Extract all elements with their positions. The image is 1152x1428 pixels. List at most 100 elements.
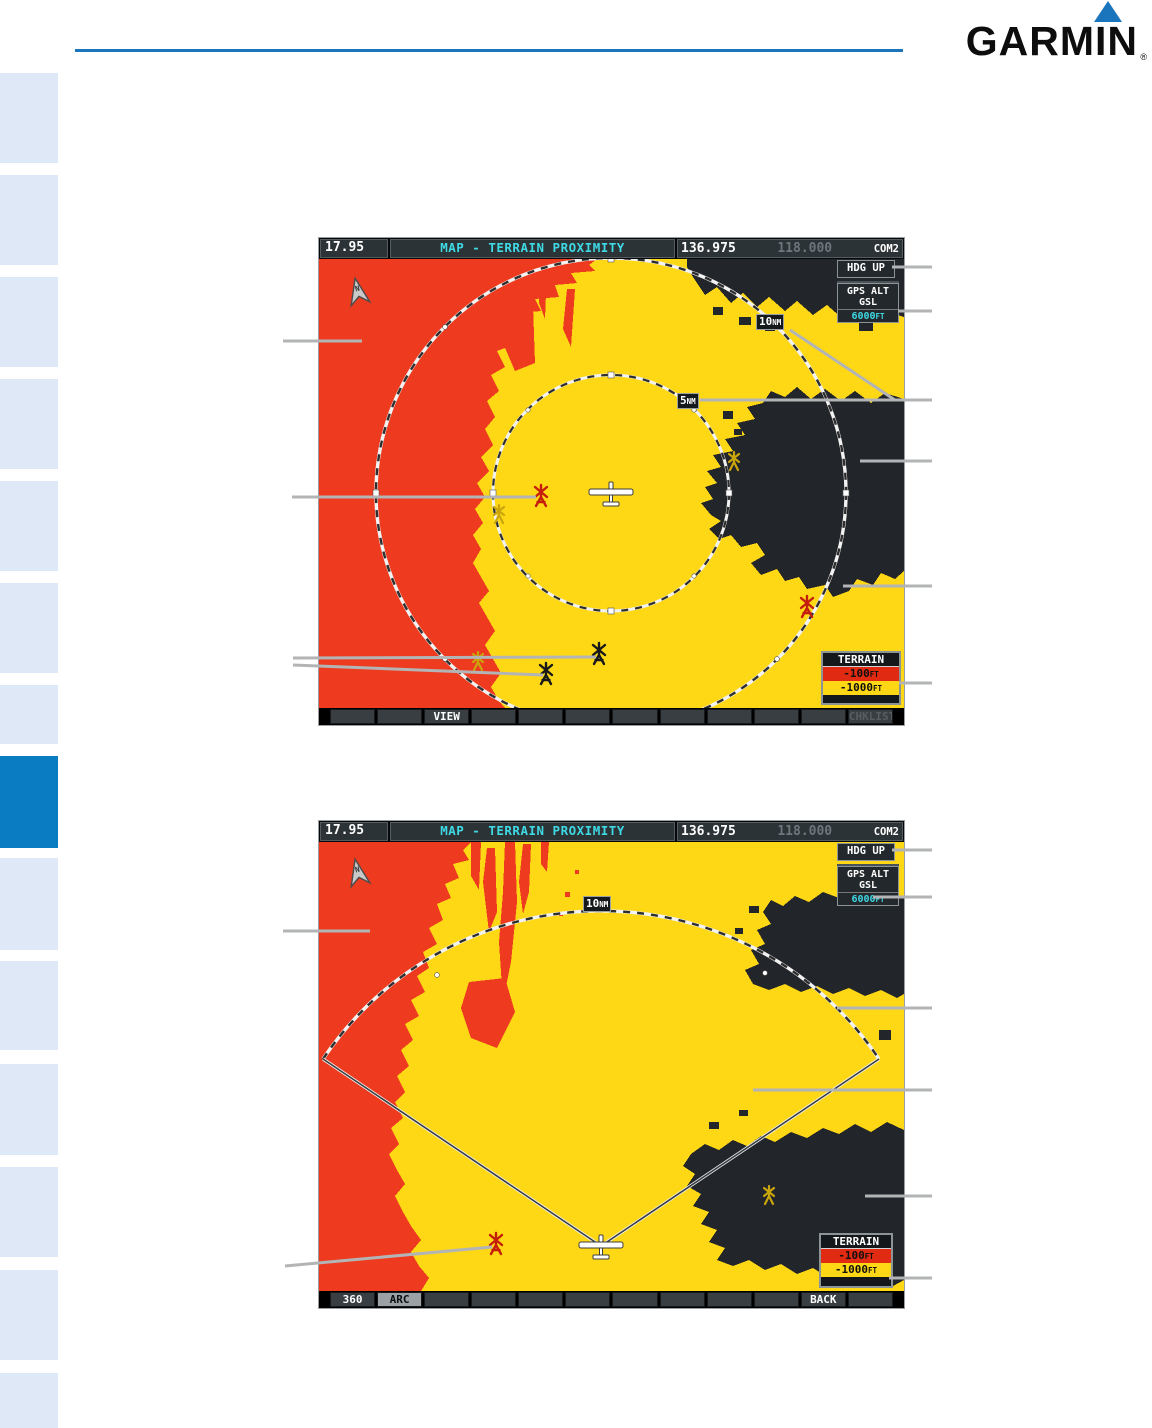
softkey[interactable] bbox=[706, 1292, 752, 1307]
com-label: COM2 bbox=[873, 825, 899, 838]
terrain-legend-title: TERRAIN bbox=[823, 653, 899, 667]
softkey[interactable] bbox=[330, 709, 376, 724]
obstacle-icon bbox=[492, 503, 506, 525]
terrain-legend-red-row: -100FT bbox=[823, 667, 899, 681]
garmin-logo: GARMIN ® bbox=[918, 1, 1148, 64]
ownship-aircraft-icon bbox=[578, 1234, 624, 1260]
terrain-legend-yellow-row: -1000FT bbox=[823, 681, 899, 695]
range-label-10nm: 10NM bbox=[583, 896, 612, 912]
softkey-chklist[interactable]: CHKLIST bbox=[847, 709, 893, 724]
softkey[interactable] bbox=[612, 1292, 658, 1307]
com-standby: 118.000 bbox=[777, 240, 833, 256]
obstacle-icon bbox=[727, 450, 741, 472]
gps-altitude-box: GPS ALT GSL 6000FT bbox=[837, 283, 899, 323]
mfd-title-bar: 17.95 MAP - TERRAIN PROXIMITY 136.975 11… bbox=[319, 821, 904, 842]
sidebar-tab[interactable] bbox=[0, 961, 58, 1050]
orientation-box: HDG UP bbox=[837, 843, 895, 861]
terrain-proximity-360-screenshot: 17.95 MAP - TERRAIN PROXIMITY 136.975 11… bbox=[318, 237, 905, 726]
softkey[interactable] bbox=[377, 709, 423, 724]
softkey-view[interactable]: VIEW bbox=[424, 709, 470, 724]
softkey[interactable] bbox=[753, 1292, 799, 1307]
terrain-legend: TERRAIN -100FT -1000FT bbox=[819, 1233, 893, 1288]
sidebar-tab[interactable] bbox=[0, 277, 58, 367]
com-frequencies: 136.975 118.000 COM2 bbox=[677, 239, 903, 258]
sidebar-tab[interactable] bbox=[0, 481, 58, 571]
sidebar-tab[interactable] bbox=[0, 1064, 58, 1155]
header-rule bbox=[75, 49, 903, 52]
com-frequencies: 136.975 118.000 COM2 bbox=[677, 822, 903, 841]
gps-alt-unit: FT bbox=[875, 312, 885, 321]
page-title: MAP - TERRAIN PROXIMITY bbox=[390, 239, 675, 258]
north-arrow-icon: N bbox=[350, 276, 372, 309]
north-label: N bbox=[354, 865, 361, 875]
range-label-5nm: 5NM bbox=[677, 393, 699, 409]
terrain-graphics: N bbox=[319, 842, 904, 1291]
softkey[interactable] bbox=[518, 709, 564, 724]
sidebar-tab[interactable] bbox=[0, 73, 58, 163]
range-label-10nm: 10NM bbox=[756, 314, 785, 330]
terrain-legend-black-row bbox=[823, 695, 899, 705]
terrain-proximity-arc-screenshot: 17.95 MAP - TERRAIN PROXIMITY 136.975 11… bbox=[318, 820, 905, 1309]
sidebar-tab[interactable] bbox=[0, 858, 58, 950]
gps-altitude-box: GPS ALT GSL 6000FT bbox=[837, 866, 899, 906]
terrain-graphics: N bbox=[319, 259, 904, 708]
north-label: N bbox=[354, 284, 361, 294]
obstacle-icon bbox=[533, 483, 549, 508]
gsl-label: GSL bbox=[858, 880, 878, 891]
arc-markers bbox=[434, 970, 768, 978]
softkey[interactable] bbox=[753, 709, 799, 724]
softkey[interactable] bbox=[471, 1292, 517, 1307]
softkey[interactable] bbox=[565, 1292, 611, 1307]
orientation-box: HDG UP bbox=[837, 260, 895, 278]
nav-frequency: 17.95 bbox=[320, 822, 388, 841]
terrain-red-region bbox=[319, 259, 597, 708]
gps-alt-value: 6000 bbox=[851, 311, 876, 322]
sidebar-tab[interactable] bbox=[0, 1373, 58, 1428]
softkey[interactable] bbox=[800, 709, 846, 724]
obstacle-symbols bbox=[488, 1184, 776, 1256]
gps-alt-value: 6000 bbox=[851, 894, 876, 905]
softkey-bar: VIEW CHKLIST bbox=[319, 708, 904, 725]
terrain-legend: TERRAIN -100FT -1000FT bbox=[821, 651, 901, 705]
softkey-arc[interactable]: ARC bbox=[377, 1292, 423, 1307]
softkey[interactable] bbox=[659, 1292, 705, 1307]
softkey[interactable] bbox=[706, 709, 752, 724]
softkey[interactable] bbox=[424, 1292, 470, 1307]
obstacle-icon bbox=[538, 661, 554, 686]
ownship-aircraft-icon bbox=[588, 481, 634, 507]
com-active: 136.975 bbox=[681, 240, 736, 256]
softkey[interactable] bbox=[565, 709, 611, 724]
softkey[interactable] bbox=[659, 709, 705, 724]
terrain-legend-yellow-row: -1000FT bbox=[821, 1263, 891, 1277]
obstacle-icon bbox=[799, 594, 815, 619]
nav-frequency: 17.95 bbox=[320, 239, 388, 258]
terrain-map-arc: N HDG UP GPS ALT GSL 6000FT 10 bbox=[319, 842, 904, 1291]
softkey[interactable] bbox=[518, 1292, 564, 1307]
softkey[interactable] bbox=[471, 709, 517, 724]
sidebar-tab-active[interactable] bbox=[0, 756, 58, 848]
obstacle-icon bbox=[488, 1231, 504, 1256]
terrain-legend-title: TERRAIN bbox=[821, 1235, 891, 1249]
terrain-black-east bbox=[701, 387, 904, 597]
garmin-logo-text: GARMIN bbox=[965, 18, 1138, 64]
com-standby: 118.000 bbox=[777, 823, 833, 839]
softkey[interactable] bbox=[612, 709, 658, 724]
sidebar-tab[interactable] bbox=[0, 175, 58, 265]
obstacle-symbols bbox=[471, 450, 815, 686]
softkey-bar: 360 ARC BACK bbox=[319, 1291, 904, 1308]
sidebar-tab[interactable] bbox=[0, 1167, 58, 1257]
sidebar-tab[interactable] bbox=[0, 583, 58, 673]
softkey-back[interactable]: BACK bbox=[800, 1292, 846, 1307]
terrain-legend-black-row bbox=[821, 1277, 891, 1287]
garmin-triangle-icon bbox=[1094, 1, 1122, 22]
terrain-legend-red-row: -100FT bbox=[821, 1249, 891, 1263]
softkey-360[interactable]: 360 bbox=[330, 1292, 376, 1307]
sidebar-tab[interactable] bbox=[0, 379, 58, 469]
softkey[interactable] bbox=[847, 1292, 893, 1307]
gps-alt-label: GPS ALT bbox=[846, 286, 890, 297]
gsl-label: GSL bbox=[858, 297, 878, 308]
page-title: MAP - TERRAIN PROXIMITY bbox=[390, 822, 675, 841]
sidebar-tab[interactable] bbox=[0, 1270, 58, 1360]
sidebar-tab[interactable] bbox=[0, 685, 58, 744]
terrain-black-northeast bbox=[745, 888, 904, 998]
